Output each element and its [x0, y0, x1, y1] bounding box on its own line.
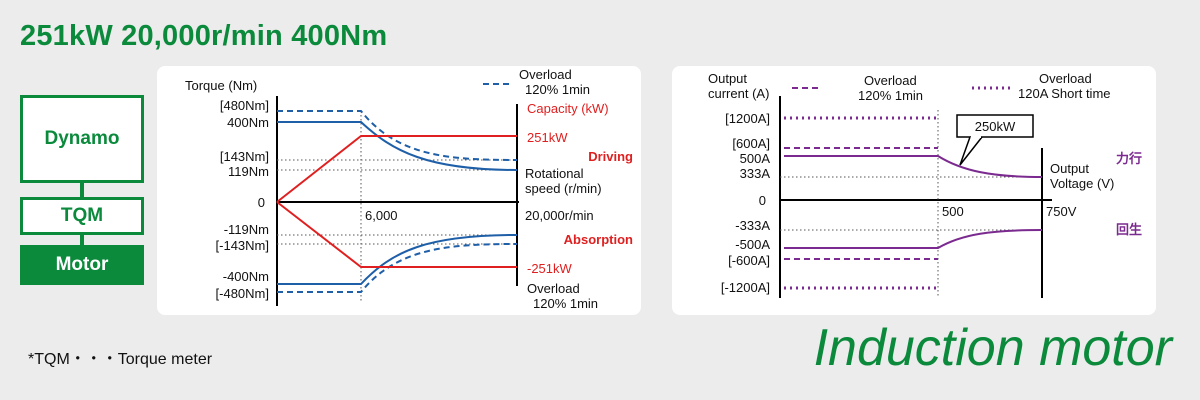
current-y-label-2: current (A) [708, 86, 769, 101]
power-pos-line [276, 135, 517, 203]
tick-n400: -400Nm [223, 269, 269, 284]
tick-n119: -119Nm [224, 222, 269, 237]
current-chart-panel: 250kW Overload 120% 1min Overload 120A S… [672, 66, 1156, 315]
bottom-overload-sub: 120% 1min [533, 296, 598, 311]
current-y-label-1: Output [708, 71, 747, 86]
connector-tqm-motor [80, 235, 84, 245]
tqm-label: TQM [60, 205, 104, 226]
dynamo-label: Dynamo [44, 128, 120, 149]
regen-label: 回生 [1116, 222, 1142, 237]
overload-torque-neg [277, 243, 518, 293]
tick-n1200: [-1200A] [721, 280, 770, 295]
tick-zero: 0 [759, 193, 766, 208]
torque-y-axis-label: Torque (Nm) [185, 78, 257, 93]
power-pos-label: 251kW [527, 130, 568, 145]
motor-label: Motor [55, 254, 109, 275]
tick-p600: [600A] [732, 136, 770, 151]
tick-zero: 0 [258, 195, 265, 210]
dynamo-block: Dynamo [20, 95, 144, 183]
spec-heading: 251kW 20,000r/min 400Nm [20, 20, 388, 52]
tick-n600: [-600A] [728, 253, 770, 268]
x-end-20000: 20,000r/min [525, 208, 594, 223]
motor-block: Motor [20, 245, 144, 285]
power-neg-line [276, 201, 517, 268]
bottom-overload: Overload [527, 281, 580, 296]
x-tick-6000: 6,000 [365, 208, 398, 223]
page-title: Induction motor [813, 319, 1172, 377]
legend1-sub: 120% 1min [858, 88, 923, 103]
tick-n143: [-143Nm] [216, 238, 269, 253]
rated-torque-neg [277, 234, 518, 285]
power-neg-label: -251kW [527, 261, 573, 276]
driving-label: Driving [588, 149, 633, 164]
callout-pointer [959, 136, 983, 166]
legend1-label: Overload [864, 73, 917, 88]
overload-torque-pos [277, 110, 518, 161]
rated-current-neg [784, 229, 1043, 249]
x-end-750: 750V [1046, 204, 1077, 219]
tick-p480: [480Nm] [220, 98, 269, 113]
tqm-block: TQM [20, 197, 144, 235]
voltage-label-2: Voltage (V) [1050, 176, 1114, 191]
powering-label: 力行 [1116, 151, 1142, 166]
legend2-sub: 120A Short time [1018, 86, 1111, 101]
callout-box [956, 114, 1034, 138]
legend-overload-sub: 120% 1min [525, 82, 590, 97]
x-tick-500: 500 [942, 204, 964, 219]
tick-p333: 333A [740, 166, 771, 181]
tick-p143: [143Nm] [220, 149, 269, 164]
legend2-label: Overload [1039, 71, 1092, 86]
tick-p1200: [1200A] [725, 111, 770, 126]
rated-torque-pos [277, 121, 518, 171]
callout-label: 250kW [975, 119, 1016, 134]
x-axis-label-2: speed (r/min) [525, 181, 602, 196]
tick-n480: [-480Nm] [216, 286, 269, 301]
tick-p500: 500A [740, 151, 771, 166]
tick-n500: -500A [735, 237, 770, 252]
capacity-label: Capacity (kW) [527, 101, 609, 116]
connector-dynamo-tqm [80, 183, 84, 197]
absorption-label: Absorption [564, 232, 633, 247]
legend-overload: Overload [519, 67, 572, 82]
tick-n333: -333A [735, 218, 770, 233]
voltage-label-1: Output [1050, 161, 1089, 176]
footnote: *TQM・・・Torque meter [28, 351, 213, 368]
rated-current-pos [784, 155, 1043, 178]
torque-chart-panel: Overload 120% 1min Torque (Nm) Capacity … [157, 66, 641, 315]
x-axis-label-1: Rotational [525, 166, 584, 181]
current-chart: 250kW Overload 120% 1min Overload 120A S… [708, 71, 1142, 298]
tick-p400: 400Nm [227, 115, 269, 130]
tick-p119: 119Nm [228, 164, 269, 179]
torque-chart: Overload 120% 1min Torque (Nm) Capacity … [185, 67, 633, 311]
